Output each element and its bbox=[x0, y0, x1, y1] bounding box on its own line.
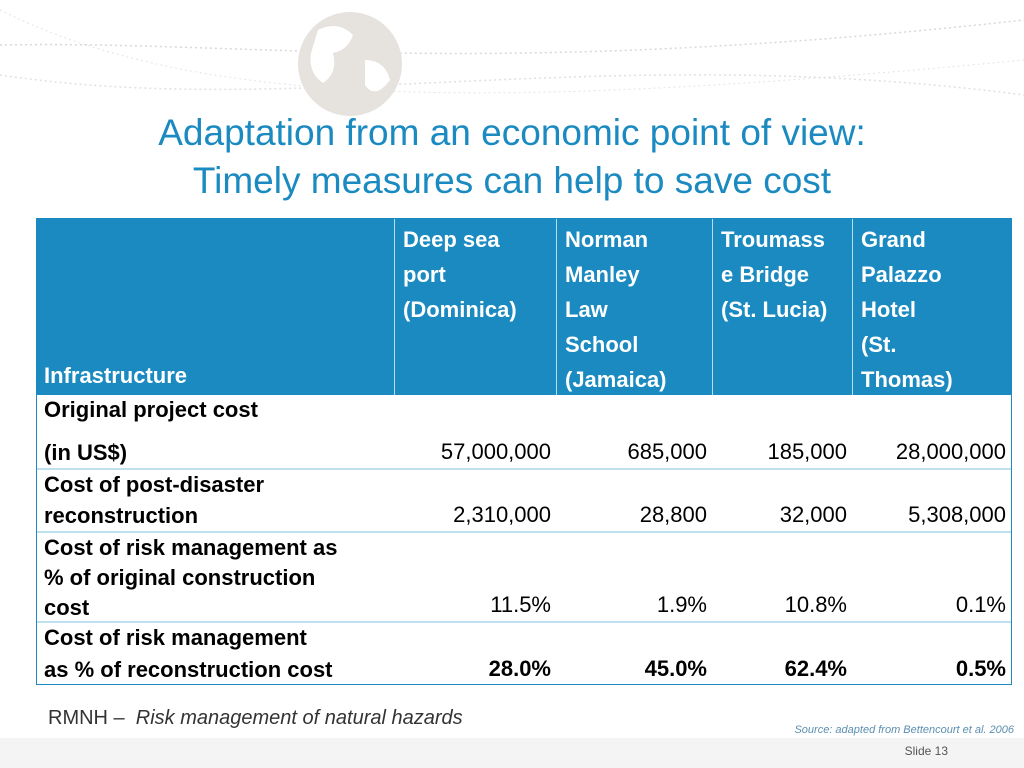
row-label: Original project cost (in US$) bbox=[44, 395, 258, 468]
footnote-abbr: RMNH – bbox=[48, 707, 125, 729]
row-label-line: Cost of risk management as bbox=[44, 535, 338, 560]
table-row: Cost of post-disaster reconstruction 2,310… bbox=[36, 470, 1012, 533]
table-cell: 10.8% bbox=[784, 592, 847, 617]
table-cell: 185,000 bbox=[767, 439, 847, 464]
table-cell: 62.4% bbox=[784, 656, 847, 681]
header-cell: Grand Palazzo Hotel (St. Thomas) bbox=[853, 218, 1012, 395]
header-text: Law bbox=[565, 297, 608, 322]
title-line: Adaptation from an economic point of vie… bbox=[158, 112, 866, 153]
row-label-line: Cost of risk management bbox=[44, 625, 307, 650]
row-label-line: Original project cost bbox=[44, 397, 258, 422]
header-text: Troumass bbox=[721, 227, 825, 252]
header-cell: Deep sea port (Dominica) bbox=[395, 218, 557, 395]
table-cell: 11.5% bbox=[490, 592, 551, 617]
row-label-line: Cost of post-disaster bbox=[44, 472, 265, 497]
header-text: Grand bbox=[861, 227, 926, 252]
row-label: Cost of risk management as % of original … bbox=[44, 533, 337, 621]
slide-number: Slide 13 bbox=[904, 744, 948, 758]
table-cell: 685,000 bbox=[627, 439, 707, 464]
table-cell: 1.9% bbox=[656, 592, 707, 617]
table-row: Cost of risk management as % of original … bbox=[36, 533, 1012, 623]
header-cell: Troumass e Bridge (St. Lucia) bbox=[713, 218, 853, 395]
header-text: port bbox=[403, 262, 446, 287]
row-label-line: (in US$) bbox=[44, 440, 128, 465]
header-text: (Dominica) bbox=[403, 297, 517, 322]
header-text: Manley bbox=[565, 262, 640, 287]
header-label: Infrastructure bbox=[44, 363, 188, 388]
table-cell: 28.0% bbox=[488, 656, 551, 681]
table-cell: 0.1% bbox=[955, 592, 1006, 617]
row-label-line: % of original construction bbox=[44, 565, 316, 590]
header-text: e Bridge bbox=[721, 262, 810, 287]
header-cell: Norman Manley Law School (Jamaica) bbox=[557, 218, 713, 395]
header-text: (St. bbox=[861, 332, 897, 357]
table-cell: 28,000,000 bbox=[895, 439, 1006, 464]
header-text: Deep sea bbox=[403, 227, 500, 252]
header-text: Thomas) bbox=[861, 367, 953, 392]
header-text: (Jamaica) bbox=[565, 367, 667, 392]
table-cell: 57,000,000 bbox=[440, 439, 551, 464]
row-label-line: as % of reconstruction cost bbox=[44, 657, 333, 682]
header-text: Norman bbox=[565, 227, 649, 252]
table-row: Original project cost (in US$) 57,000,000 6… bbox=[36, 395, 1012, 470]
table-cell: 0.5% bbox=[955, 656, 1006, 681]
table-cell: 2,310,000 bbox=[453, 502, 551, 527]
row-label-line: reconstruction bbox=[44, 503, 199, 528]
table-cell: 5,308,000 bbox=[908, 502, 1006, 527]
header-text: School bbox=[565, 332, 639, 357]
footnote: RMNH – Risk management of natural hazard… bbox=[48, 707, 463, 730]
footnote-text: Risk management of natural hazards bbox=[135, 707, 463, 729]
row-label: Cost of post-disaster reconstruction bbox=[44, 470, 264, 531]
header-text: (St. Lucia) bbox=[721, 297, 828, 322]
table-cell: 32,000 bbox=[779, 502, 847, 527]
title-line: Timely measures can help to save cost bbox=[192, 160, 832, 201]
table-header bbox=[36, 218, 1012, 395]
source: Source: adapted from Bettencourt et al. … bbox=[794, 724, 1014, 736]
row-label: Cost of risk management as % of reconstru… bbox=[44, 623, 333, 685]
header-text: Palazzo bbox=[861, 262, 942, 287]
table-cell: 28,800 bbox=[639, 502, 707, 527]
table-row: Cost of risk management as % of reconstru… bbox=[36, 623, 1012, 685]
header-cell: Infrastructure bbox=[36, 218, 395, 395]
header-text: Hotel bbox=[861, 297, 916, 322]
row-label-line: cost bbox=[44, 595, 90, 620]
table-cell: 45.0% bbox=[644, 656, 707, 681]
